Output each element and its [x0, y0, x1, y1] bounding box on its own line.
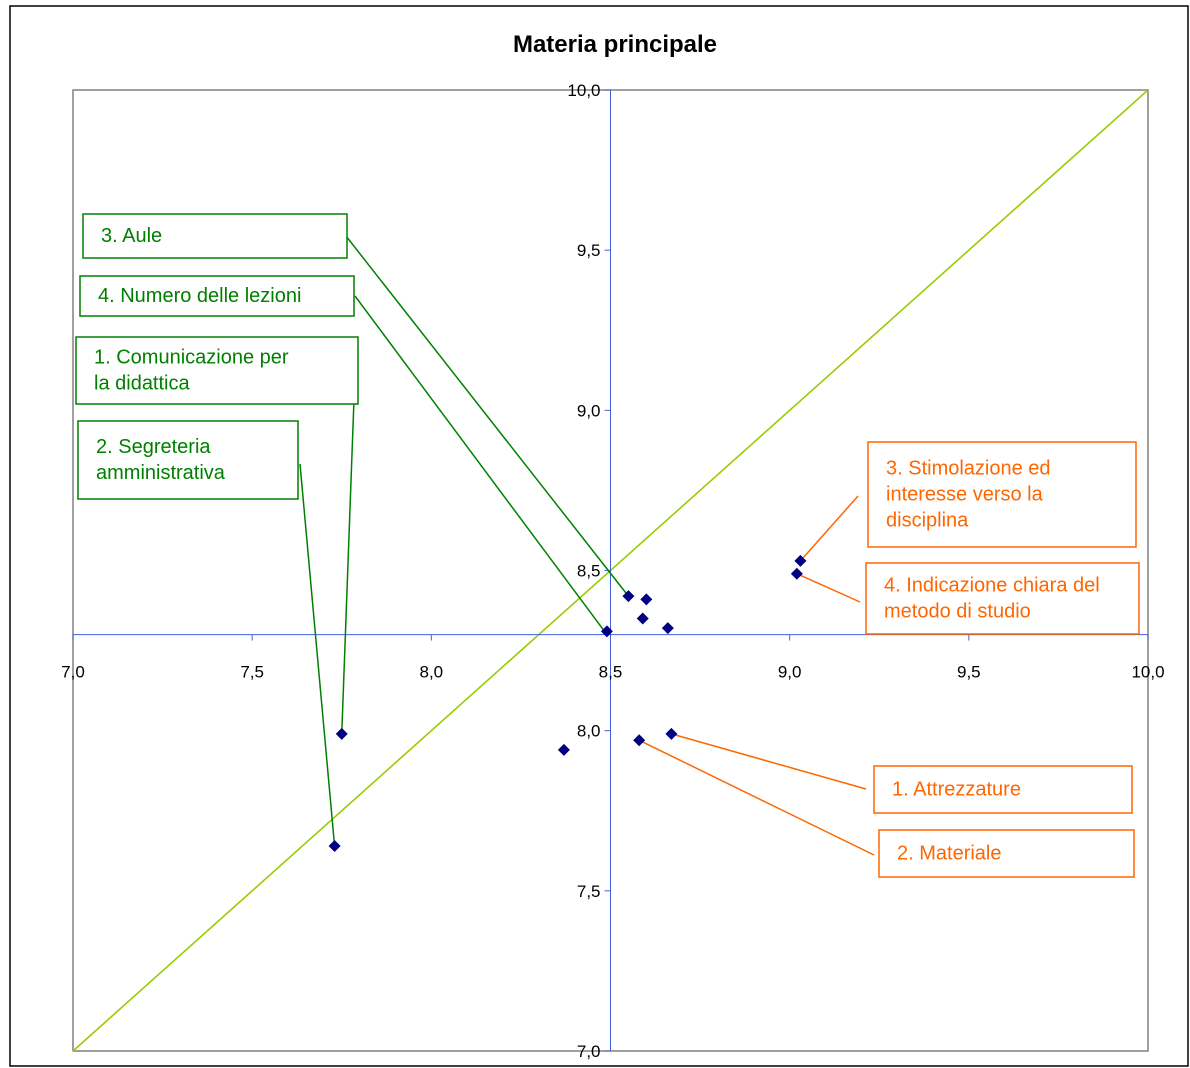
data-point — [633, 734, 646, 747]
x-tick-label: 8,5 — [599, 663, 623, 682]
data-point — [640, 593, 653, 606]
annotation-label: 2. Segreteria — [96, 436, 211, 458]
annotation-label: 4. Indicazione chiara del — [884, 575, 1100, 597]
x-tick-label: 7,0 — [61, 663, 85, 682]
y-tick-label: 9,0 — [577, 401, 601, 420]
y-tick-label: 8,0 — [577, 722, 601, 741]
data-point — [794, 554, 807, 567]
annotation-label: interesse verso la — [886, 484, 1044, 506]
annotation-box — [865, 562, 1140, 635]
annotation-label: disciplina — [886, 510, 969, 532]
annotation-box — [873, 765, 1133, 814]
y-tick-label: 7,5 — [577, 882, 601, 901]
data-point — [600, 625, 613, 638]
annotation-label: la didattica — [94, 373, 190, 395]
annotation-label: 1. Comunicazione per — [94, 347, 289, 369]
annotation-label: 1. Attrezzature — [892, 779, 1021, 801]
annotation-box — [867, 441, 1137, 548]
annotation-label: 3. Aule — [101, 225, 162, 247]
y-tick-label: 10,0 — [567, 81, 600, 100]
chart-title: Materia principale — [513, 31, 717, 58]
annotation-box — [77, 420, 299, 500]
data-point — [636, 612, 649, 625]
annotation-label: 3. Stimolazione ed — [886, 458, 1051, 480]
x-tick-label: 7,5 — [240, 663, 264, 682]
annotation-label: amministrativa — [96, 462, 226, 484]
annotation-label: 2. Materiale — [897, 843, 1002, 865]
annotation-box — [878, 829, 1135, 878]
data-point — [661, 622, 674, 635]
data-point — [557, 743, 570, 756]
data-point — [622, 590, 635, 603]
data-point — [335, 727, 348, 740]
leader-line — [354, 295, 608, 636]
x-tick-label: 10,0 — [1131, 663, 1164, 682]
annotation-box — [79, 275, 355, 317]
annotation-box — [75, 336, 359, 405]
y-tick-label: 9,5 — [577, 241, 601, 260]
data-point — [665, 727, 678, 740]
annotation-label: 4. Numero delle lezioni — [98, 285, 301, 307]
leader-line — [796, 573, 861, 603]
leader-line — [299, 463, 336, 847]
y-tick-label: 8,5 — [577, 562, 601, 581]
data-point — [790, 567, 803, 580]
data-point — [328, 839, 341, 852]
leader-line — [638, 739, 875, 856]
leader-line — [671, 733, 867, 790]
x-tick-label: 9,0 — [778, 663, 802, 682]
leader-line — [341, 371, 356, 734]
leader-line — [345, 235, 630, 597]
x-tick-label: 9,5 — [957, 663, 981, 682]
leader-line — [799, 495, 859, 562]
y-tick-label: 7,0 — [577, 1042, 601, 1061]
annotation-box — [82, 213, 348, 259]
x-tick-label: 8,0 — [420, 663, 444, 682]
annotation-label: metodo di studio — [884, 601, 1031, 623]
